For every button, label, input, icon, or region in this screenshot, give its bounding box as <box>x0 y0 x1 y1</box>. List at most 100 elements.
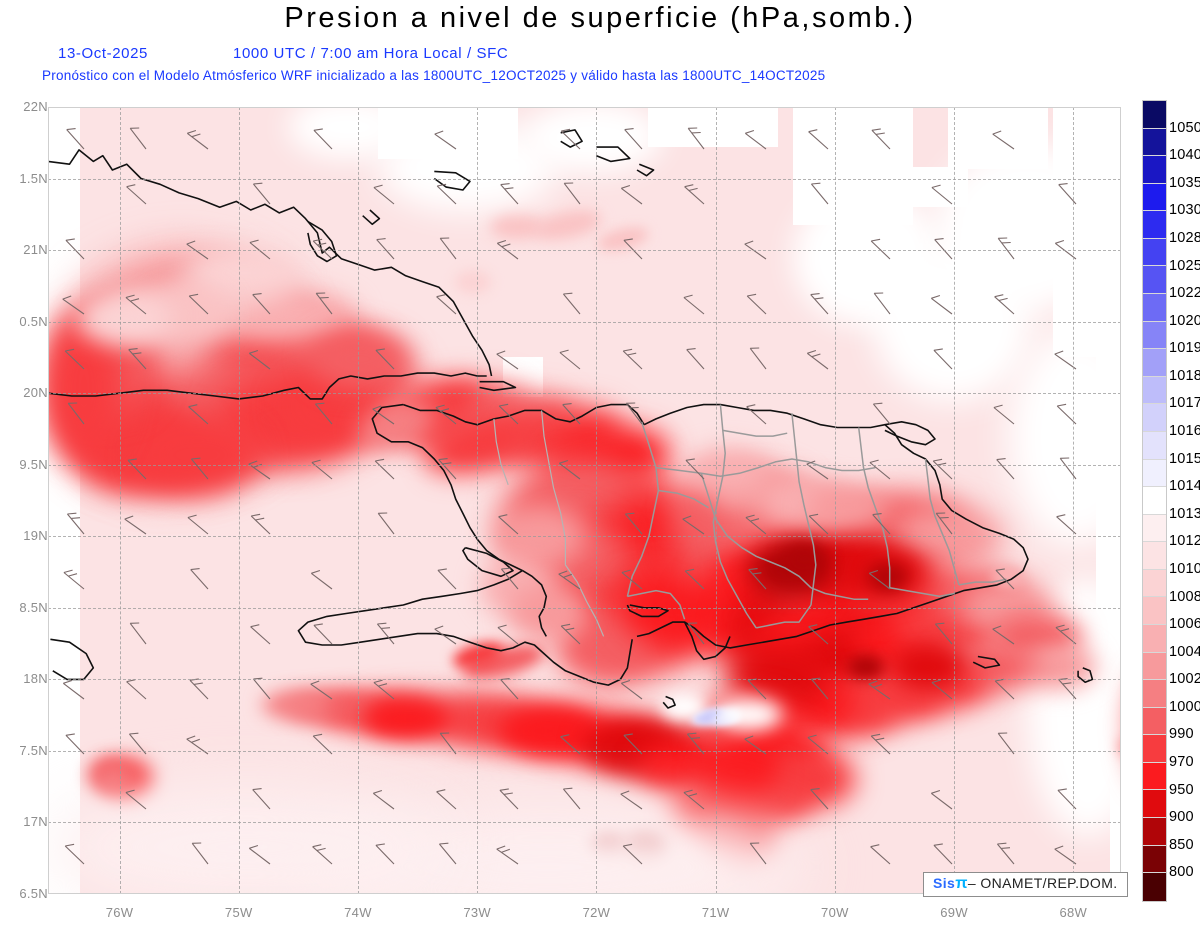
province-boundary <box>810 587 869 600</box>
pressure-blob <box>455 270 491 294</box>
colorbar-tick-label: 900 <box>1169 809 1194 826</box>
wind-barb <box>744 735 767 755</box>
pressure-blob <box>714 699 782 731</box>
wind-barb <box>377 512 395 535</box>
wind-barb <box>62 295 85 315</box>
wind-barb <box>996 842 1015 865</box>
wind-barb <box>252 788 271 810</box>
colorbar-tick-label: 850 <box>1169 836 1194 853</box>
wind-barb <box>499 788 519 810</box>
pressure-blob <box>523 107 663 173</box>
wind-barb <box>686 732 705 755</box>
wind-barb <box>438 458 457 480</box>
wind-barb <box>500 183 519 205</box>
wind-barb <box>558 459 581 480</box>
wind-barb <box>934 238 953 260</box>
wind-barb <box>1054 239 1077 260</box>
wind-barb <box>314 402 333 425</box>
wind-barb <box>248 460 271 480</box>
colorbar-tick-label: 1014 <box>1169 478 1200 495</box>
pressure-blob <box>48 787 448 894</box>
wind-barb <box>749 347 767 370</box>
forecast-cycle: 1000 UTC / 7:00 am Hora Local / SFC <box>233 45 509 62</box>
wind-barb <box>687 127 705 150</box>
y-axis-label: 20N <box>23 385 48 401</box>
pressure-region <box>648 107 778 147</box>
pressure-blob <box>262 691 330 719</box>
coastline <box>662 695 676 709</box>
pressure-region <box>48 107 80 894</box>
wind-barb <box>374 458 395 480</box>
wind-barb <box>189 678 209 700</box>
pressure-region <box>1110 527 1121 894</box>
wind-barb <box>682 515 705 535</box>
wind-barb <box>747 678 767 700</box>
province-boundary <box>924 458 960 586</box>
colorbar-cell <box>1143 762 1166 791</box>
wind-barb <box>500 567 519 590</box>
department-boundary <box>541 410 566 565</box>
wind-barb <box>188 293 209 315</box>
wind-barb <box>436 294 457 315</box>
colorbar-cell <box>1143 266 1166 295</box>
wind-barb <box>995 568 1015 590</box>
logo-org: ONAMET/REP.DOM. <box>980 875 1118 891</box>
wind-barb <box>622 843 643 865</box>
colorbar-cell <box>1143 431 1166 460</box>
wind-barb <box>810 182 829 205</box>
x-axis-label: 72W <box>582 905 611 920</box>
colorbar-cell <box>1143 487 1166 515</box>
forecast-date: 13-Oct-2025 <box>58 45 148 62</box>
wind-barb <box>560 623 581 645</box>
wind-barb <box>65 238 85 260</box>
map-plot-area[interactable] <box>48 107 1121 894</box>
province-boundary <box>791 413 817 606</box>
coastline <box>462 546 514 578</box>
wind-barb <box>749 842 767 865</box>
colorbar-cell <box>1143 790 1166 819</box>
pressure-blob <box>288 107 408 159</box>
wind-barb <box>187 514 209 535</box>
wind-barb <box>870 733 891 755</box>
coastline <box>884 421 936 446</box>
pressure-blob <box>992 567 1024 587</box>
wind-barb <box>687 622 705 645</box>
wind-barb <box>128 732 147 755</box>
wind-barb <box>620 790 643 810</box>
colorbar-cell <box>1143 128 1166 157</box>
y-axis-label: 8.5N <box>19 599 48 615</box>
province-boundary <box>658 489 709 509</box>
wind-barb <box>931 184 953 205</box>
wind-barb <box>497 624 519 645</box>
y-axis-label: 6.5N <box>19 886 48 901</box>
coastline <box>479 380 517 392</box>
wind-barb <box>870 844 891 865</box>
wind-barb <box>372 405 395 425</box>
wind-barb <box>436 183 457 205</box>
y-axis-label: 1.5N <box>19 170 48 186</box>
wind-barb <box>624 512 643 535</box>
colorbar-cell <box>1143 376 1166 405</box>
wind-barb <box>439 237 457 260</box>
wind-barb <box>997 237 1015 260</box>
coastline-layer <box>48 129 1094 709</box>
wind-barb <box>434 130 457 150</box>
attribution-logo: Sisπ– ONAMET/REP.DOM. <box>923 872 1128 897</box>
wind-barb <box>744 129 767 150</box>
wind-barb <box>372 789 395 810</box>
y-axis-label: 19N <box>23 528 48 544</box>
wind-barb <box>806 460 829 480</box>
pressure-blob <box>806 485 890 529</box>
colorbar-tick-label: 1050 <box>1169 119 1200 136</box>
wind-barb <box>312 238 333 260</box>
pressure-blob <box>508 584 588 640</box>
wind-barb <box>746 404 767 425</box>
wind-barb <box>125 789 147 810</box>
colorbar-cell <box>1143 183 1166 212</box>
wind-barb <box>125 294 147 315</box>
wind-barb <box>250 513 271 535</box>
province-boundary <box>958 578 1007 586</box>
colorbar-tick-label: 1015 <box>1169 450 1200 467</box>
wind-barb <box>560 128 581 150</box>
colorbar[interactable] <box>1142 100 1167 902</box>
